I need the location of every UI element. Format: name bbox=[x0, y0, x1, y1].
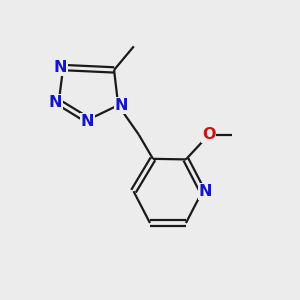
Text: N: N bbox=[53, 60, 67, 75]
Text: N: N bbox=[48, 95, 62, 110]
Text: O: O bbox=[202, 127, 216, 142]
Text: N: N bbox=[81, 114, 94, 129]
Text: N: N bbox=[199, 184, 212, 199]
Text: N: N bbox=[115, 98, 128, 113]
